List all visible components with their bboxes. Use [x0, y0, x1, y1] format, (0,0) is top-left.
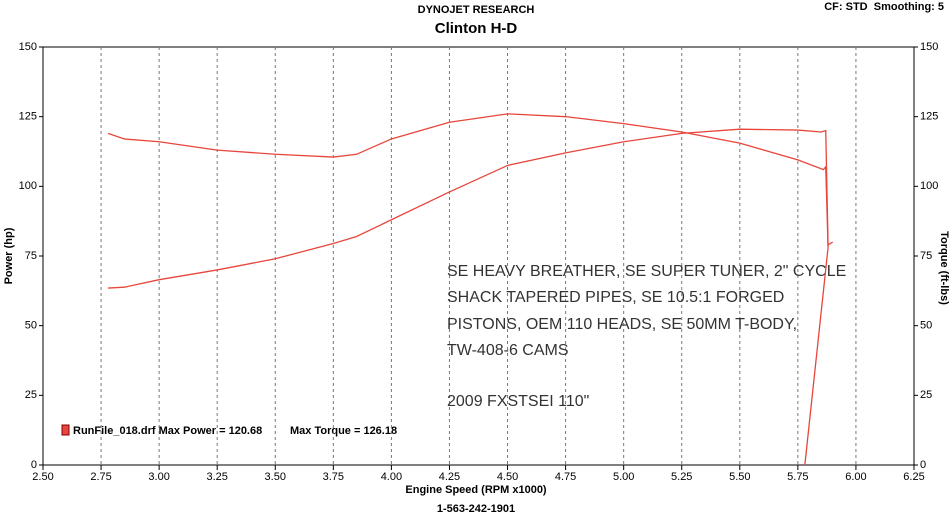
- y-tick-label: 75: [25, 250, 37, 262]
- x-tick-label: 3.00: [148, 471, 169, 483]
- y-tick-label: 0: [31, 459, 37, 471]
- y-axis-label: Power (hp): [3, 227, 15, 284]
- x-tick-label: 2.75: [90, 471, 111, 483]
- x-tick-label: 3.75: [323, 471, 344, 483]
- annotation: TW-408-6 CAMS: [447, 342, 569, 359]
- y-tick-label: 150: [19, 41, 37, 53]
- y2-tick-label: 25: [920, 389, 932, 401]
- series-line: [108, 128, 834, 289]
- annotation: PISTONS, OEM 110 HEADS, SE 50MM T-BODY,: [447, 316, 797, 333]
- y-tick-label: 100: [19, 180, 37, 192]
- settings: CF: STD Smoothing: 5: [824, 1, 944, 13]
- x-tick-label: 2.50: [32, 471, 53, 483]
- annotation: SE HEAVY BREATHER, SE SUPER TUNER, 2" CY…: [447, 263, 846, 280]
- x-tick-label: 5.50: [729, 471, 750, 483]
- y-tick-label: 125: [19, 111, 37, 123]
- legend-text: Max Torque = 126.18: [290, 425, 397, 437]
- legend-text: RunFile_018.drf Max Power = 120.68: [73, 425, 262, 437]
- y2-tick-label: 50: [920, 320, 932, 332]
- annotation: SHACK TAPERED PIPES, SE 10.5:1 FORGED: [447, 289, 784, 306]
- x-tick-label: 6.00: [845, 471, 866, 483]
- x-tick-label: 4.50: [497, 471, 518, 483]
- x-tick-label: 5.00: [613, 471, 634, 483]
- x-tick-label: 5.75: [787, 471, 808, 483]
- x-tick-label: 6.25: [903, 471, 924, 483]
- y2-tick-label: 150: [920, 41, 938, 53]
- footer: 1-563-242-1901: [437, 503, 515, 515]
- x-tick-label: 5.25: [671, 471, 692, 483]
- x-tick-label: 4.25: [439, 471, 460, 483]
- x-axis-label: Engine Speed (RPM x1000): [405, 484, 547, 496]
- annotation: 2009 FXSTSEI 110": [447, 393, 589, 410]
- y2-tick-label: 0: [920, 459, 926, 471]
- series-line: [107, 113, 829, 466]
- y-tick-label: 25: [25, 389, 37, 401]
- chart-title: Clinton H-D: [435, 20, 518, 37]
- y2-tick-label: 125: [920, 111, 938, 123]
- legend-swatch: [61, 424, 70, 436]
- y2-axis-label: Torque (ft-lbs): [938, 231, 950, 305]
- x-tick-label: 3.50: [265, 471, 286, 483]
- y2-tick-label: 75: [920, 250, 932, 262]
- x-tick-label: 4.75: [555, 471, 576, 483]
- header: DYNOJET RESEARCH: [418, 4, 535, 16]
- y2-tick-label: 100: [920, 180, 938, 192]
- x-tick-label: 3.25: [206, 471, 227, 483]
- y-tick-label: 50: [25, 320, 37, 332]
- x-tick-label: 4.00: [381, 471, 402, 483]
